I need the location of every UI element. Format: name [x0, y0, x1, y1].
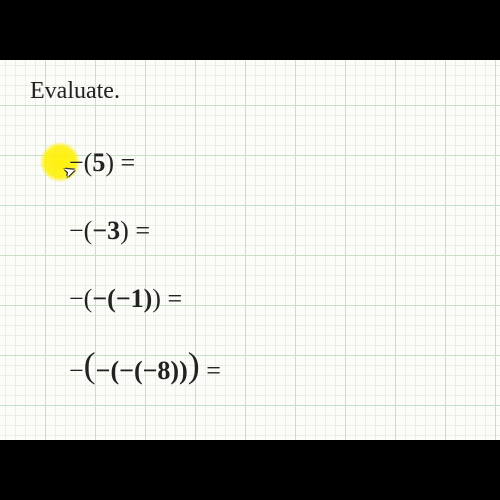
expr3-inner: −(−1) — [92, 284, 152, 313]
expr3-suffix: = — [161, 284, 182, 313]
expr4-close: ) — [188, 344, 200, 386]
graph-paper-page: Evaluate. −(5) = ➤ −(−3) = −(−(−1)) = −(… — [0, 60, 500, 440]
expr4-suffix: = — [200, 356, 221, 385]
expr3-prefix: − — [69, 284, 84, 314]
expr1-inner: 5 — [92, 148, 105, 177]
expr2-suffix: = — [129, 216, 150, 245]
expr2-prefix: − — [69, 216, 84, 246]
expr-text: −(−(−(−8))) = — [30, 316, 221, 418]
expression-2: −(−3) = — [30, 211, 500, 251]
expr3-close: ) — [152, 284, 161, 314]
expr2-close: ) — [120, 216, 129, 246]
expression-3: −(−(−1)) = — [30, 279, 500, 319]
expr1-suffix: = — [114, 148, 135, 177]
expr2-inner: −3 — [92, 216, 120, 245]
page-heading: Evaluate. — [30, 78, 500, 105]
expr4-open: ( — [84, 344, 96, 386]
expression-4: −(−(−(−8))) = — [30, 347, 500, 387]
expr4-inner: −(−(−8)) — [96, 356, 188, 385]
expr4-prefix: − — [69, 356, 84, 386]
expr1-close: ) — [105, 148, 114, 178]
expression-1: −(5) = ➤ — [30, 143, 500, 183]
